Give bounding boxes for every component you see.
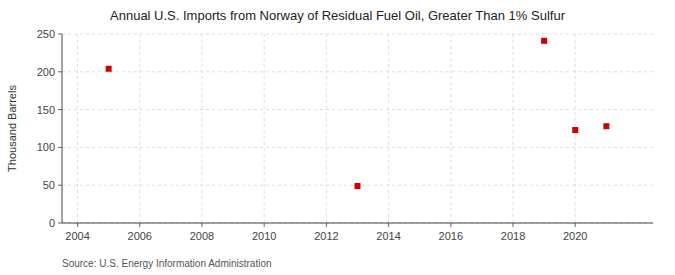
tick-label-y: 50 <box>43 179 55 191</box>
tick-x <box>264 223 265 227</box>
tick-x <box>513 223 514 227</box>
x-axis <box>62 223 653 224</box>
point <box>355 183 361 189</box>
point <box>572 127 578 133</box>
chart-container: 0 50 100 150 200 250 2004 2006 2008 2010 2012 2014 2… <box>0 0 675 275</box>
tick-x <box>326 223 327 227</box>
tick-label-x: 2008 <box>190 230 214 242</box>
tick-label-x: 2018 <box>501 230 525 242</box>
grid-line-x <box>450 34 451 223</box>
tick-label-x: 2006 <box>128 230 152 242</box>
tick-x <box>450 223 451 227</box>
grid-line-x <box>513 34 514 223</box>
tick-label-x: 2020 <box>563 230 587 242</box>
chart: 0 50 100 150 200 250 2004 2006 2008 2010 2012 2014 2… <box>0 0 675 275</box>
tick-y <box>58 109 62 110</box>
tick-y <box>58 147 62 148</box>
title: Annual U.S. Imports from Norway of Resid… <box>110 8 566 23</box>
tick-x <box>201 223 202 227</box>
tick-x <box>575 223 576 227</box>
tick-label-x: 2014 <box>376 230 400 242</box>
grid-line-x <box>388 34 389 223</box>
grid-line-x <box>139 34 140 223</box>
tick-x <box>388 223 389 227</box>
point <box>541 38 547 44</box>
tick-y <box>58 185 62 186</box>
grid-line-x <box>264 34 265 223</box>
tick-label-y: 150 <box>37 104 55 116</box>
y-axis-label: Thousand Barrels <box>6 85 18 172</box>
y-axis <box>62 34 63 223</box>
grid-line-x <box>77 34 78 223</box>
grid-line-y <box>62 223 653 224</box>
ticks: 0 50 100 150 200 250 2004 2006 2008 2010 2012 2014 2… <box>37 28 588 242</box>
grid <box>62 34 653 223</box>
tick-label-x: 2010 <box>252 230 276 242</box>
point <box>603 123 609 129</box>
grid-line-y <box>62 71 653 72</box>
tick-label-x: 2016 <box>439 230 463 242</box>
tick-label-x: 2012 <box>314 230 338 242</box>
tick-label-y: 250 <box>37 28 55 40</box>
grid-line-y <box>62 34 653 35</box>
grid-line-y <box>62 147 653 148</box>
grid-line-x <box>201 34 202 223</box>
tick-x <box>77 223 78 227</box>
tick-label-x: 2004 <box>65 230 89 242</box>
tick-y <box>58 34 62 35</box>
tick-y <box>58 71 62 72</box>
grid-line-x <box>326 34 327 223</box>
points <box>106 38 610 189</box>
tick-label-y: 200 <box>37 66 55 78</box>
annotation: Source: U.S. Energy Information Administ… <box>62 258 272 269</box>
tick-y <box>58 223 62 224</box>
grid-line-y <box>62 109 653 110</box>
tick-label-y: 0 <box>49 217 55 229</box>
point <box>106 66 112 72</box>
tick-x <box>139 223 140 227</box>
tick-label-y: 100 <box>37 141 55 153</box>
